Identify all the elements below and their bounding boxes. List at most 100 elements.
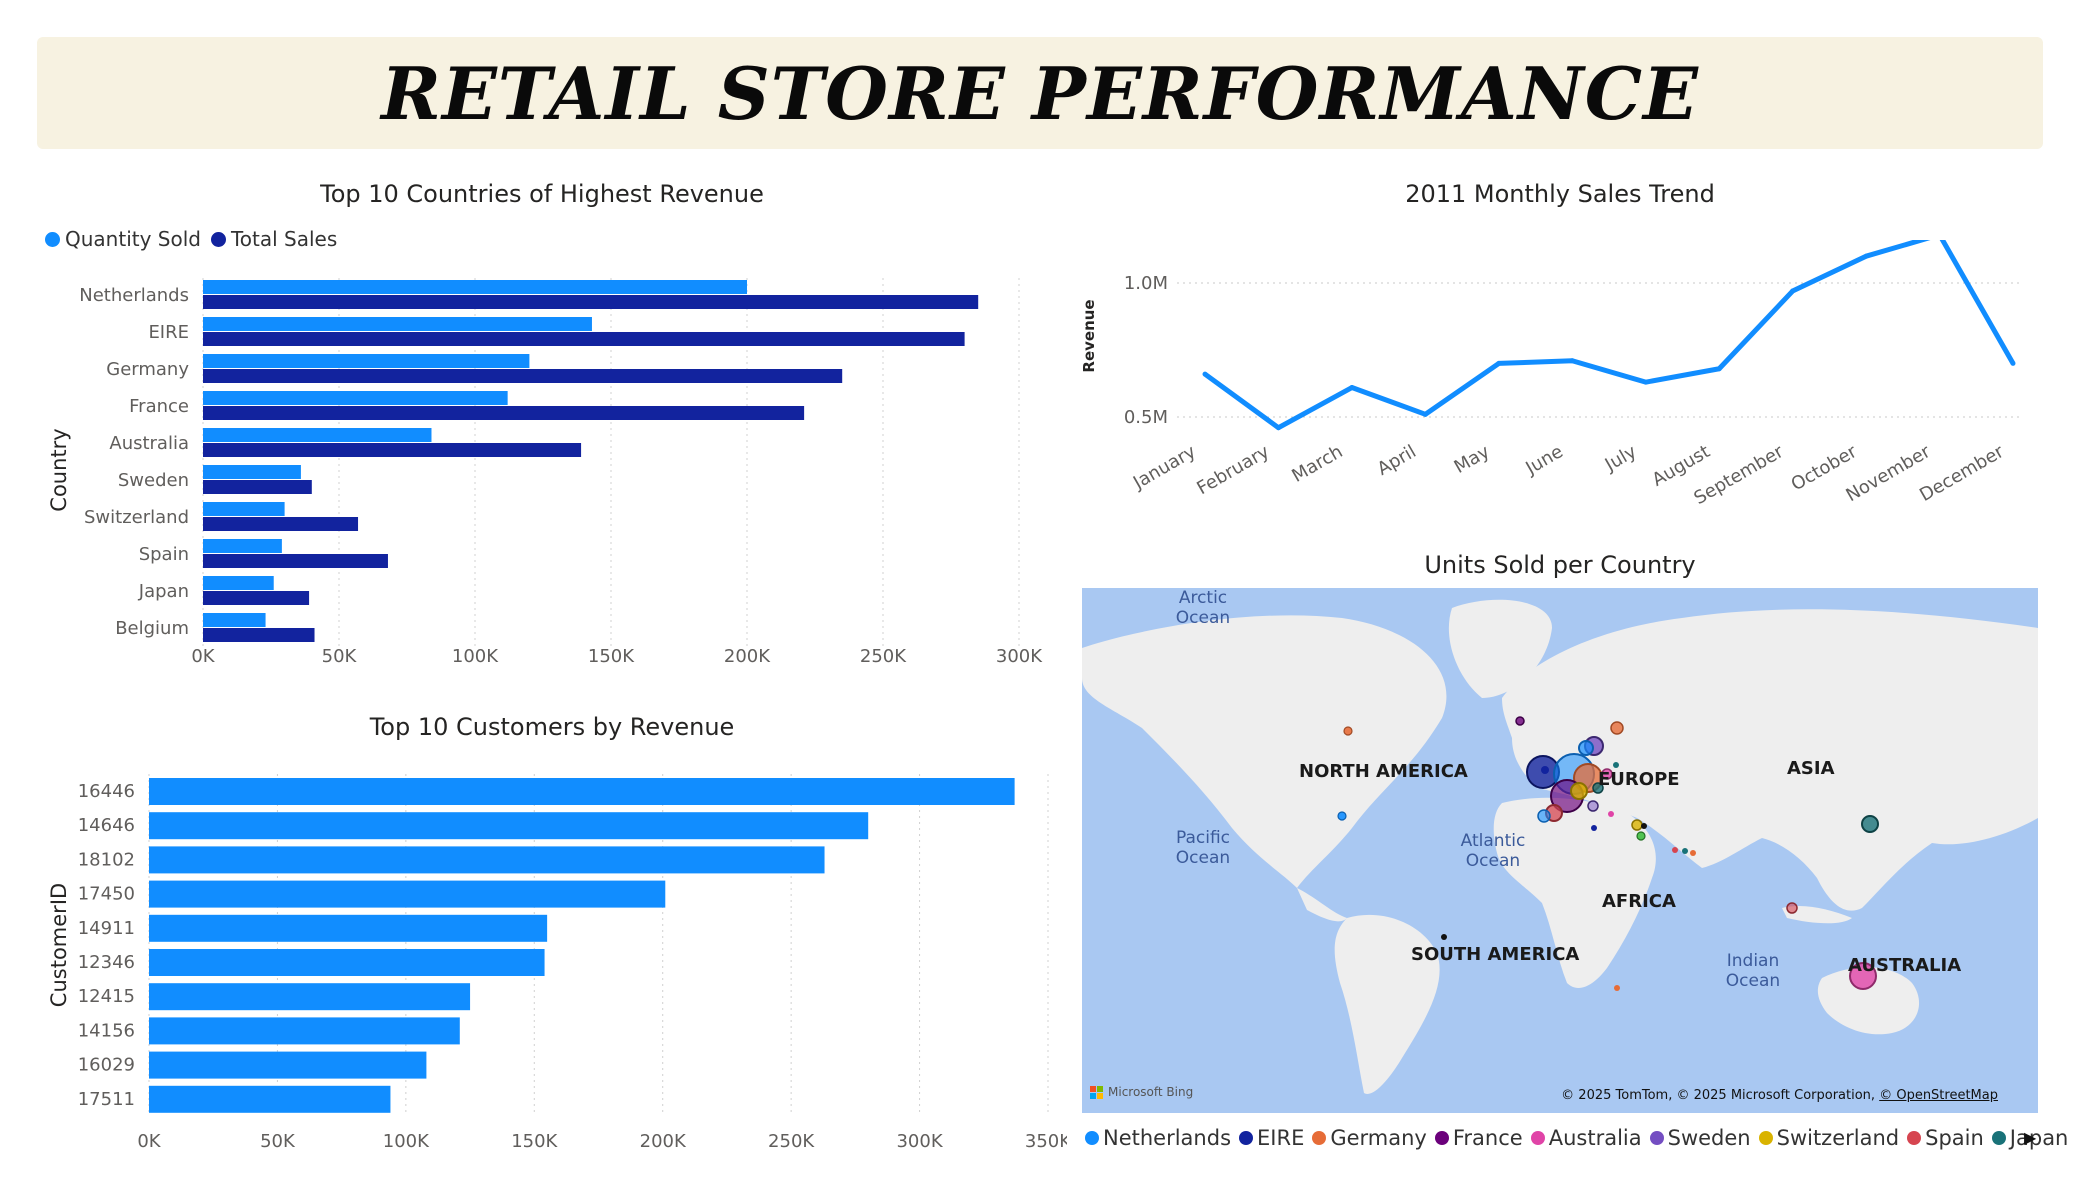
bar-quantity-sold [203,428,432,442]
bubble-austria [1592,782,1604,794]
map-legend-dot [1239,1131,1254,1145]
map-title: Units Sold per Country [1424,551,1696,579]
map-legend-dot [1907,1131,1922,1145]
bubble-greece [1631,819,1643,831]
bubble-rsa [1614,985,1620,991]
legend-item-total-sales[interactable]: Total Sales [210,227,337,251]
bubble-australia [1849,962,1877,990]
customer-bar [149,846,825,874]
x-tick-label: 150K [511,1131,558,1152]
land-north-america [1082,615,1447,888]
map-panel: Units Sold per Country [1082,545,2038,585]
bar-total-sales [203,295,979,309]
x-tick-label: 250K [860,646,907,667]
map-legend-item[interactable]: Japan [1991,1126,2069,1150]
title-banner: RETAIL STORE PERFORMANCE [37,37,2043,149]
bar-total-sales [203,517,359,531]
x-tick-label: 0K [191,646,215,667]
y-tick-label: Australia [109,433,189,454]
customers-chart-panel: Top 10 Customers by Revenue [37,705,1067,1155]
bubble-poland [1601,768,1613,780]
map-attribution-link[interactable]: © OpenStreetMap [1879,1088,1998,1103]
x-tick-label: 200K [640,1131,687,1152]
customer-bar [149,914,548,942]
data-point [1716,366,1722,372]
x-tick-label: 200K [724,646,771,667]
bar-total-sales [203,554,388,568]
bubble-finland [1610,721,1624,735]
bubble-lithuania [1613,762,1619,768]
map-legend-item[interactable]: Australia [1530,1126,1642,1150]
monthly-chart-title: 2011 Monthly Sales Trend [1405,180,1715,208]
map-legend-item[interactable]: Switzerland [1758,1126,1900,1150]
map-legend-dot [1085,1131,1099,1145]
bubble-singapore [1786,902,1798,914]
bubble-uae [1682,848,1688,854]
legend-next-arrow-icon[interactable]: ▶ [2024,1128,2037,1147]
sales-trend-line [1203,240,2016,431]
bubble-norway [1578,740,1594,756]
bubble-lebanon [1608,811,1614,817]
y-tick-label: EIRE [148,322,189,343]
map-legend-item[interactable]: Spain [1907,1126,1984,1150]
y-tick-label: 16029 [78,1055,135,1076]
data-point [1569,358,1575,364]
world-map[interactable]: Arctic Ocean NORTH AMERICA EUROPE ASIA P… [1082,588,2038,1113]
map-legend-item[interactable]: EIRE [1239,1126,1304,1150]
map-legend-label: France [1452,1126,1523,1150]
legend-dot-quantity-sold [45,231,60,247]
y-tick-label: 14156 [78,1020,135,1041]
y-axis-title: CustomerID [47,883,71,1007]
map-legend-item[interactable]: Netherlands [1085,1126,1231,1150]
map-legend-label: Sweden [1667,1126,1751,1150]
data-point [1422,411,1428,417]
monthly-chart-panel: 2011 Monthly Sales Trend [1082,170,2038,540]
x-tick-label: 300K [896,1131,943,1152]
bubble-italy [1587,800,1599,812]
map-legend-label: Switzerland [1776,1126,1900,1150]
countries-chart-title: Top 10 Countries of Highest Revenue [320,180,764,208]
x-tick-label: 350K [1025,1131,1067,1152]
y-tick-label: 16446 [78,781,135,802]
countries-chart-panel: Top 10 Countries of Highest Revenue Quan… [37,170,1047,700]
map-legend-dot [1312,1131,1327,1145]
customer-bar [149,880,666,908]
page-title: RETAIL STORE PERFORMANCE [381,50,1699,136]
x-tick-label: 50K [322,646,358,667]
map-legend-dot [1434,1131,1449,1145]
map-attribution: © 2025 TomTom, © 2025 Microsoft Corporat… [1561,1088,1998,1103]
map-legend-item[interactable]: Germany [1312,1126,1427,1150]
map-legend-dot [1530,1131,1545,1145]
bar-total-sales [203,332,965,346]
bubble-israel [1641,823,1647,829]
microsoft-logo-icon [1090,1086,1103,1099]
customer-bar [149,778,1015,805]
y-tick-label: 14646 [78,815,135,836]
map-legend-item[interactable]: France [1434,1126,1523,1150]
map-label-africa: AFRICA [1602,891,1676,912]
map-legend-label: Japan [2009,1126,2069,1150]
bar-total-sales [203,628,315,642]
map-attribution-text: © 2025 TomTom, © 2025 Microsoft Corporat… [1561,1088,1876,1103]
bar-total-sales [203,591,310,605]
land-indonesia [1782,906,1852,924]
map-label-asia: ASIA [1787,758,1835,779]
land-australia [1817,967,1920,1035]
map-legend-item[interactable]: Sweden [1649,1126,1751,1150]
customer-bar [149,949,545,976]
data-point [1349,385,1355,391]
map-label-europe: EUROPE [1598,769,1680,790]
bubble-japan [1861,815,1879,833]
countries-chart-legend: Quantity Sold Total Sales [45,227,347,251]
map-brand: Microsoft Bing [1108,1085,1194,1099]
data-point [1496,360,1502,366]
x-tick-label: April [1374,441,1420,480]
x-tick-label: January [1129,441,1200,494]
map-legend-label: Australia [1548,1126,1642,1150]
map-legend: Netherlands EIRE Germany France Australia Swe… [1085,1126,2075,1150]
customer-bar [149,1051,427,1079]
legend-item-quantity-sold[interactable]: Quantity Sold [45,227,201,251]
y-tick-label: Sweden [118,470,189,491]
y-tick-label: 1.0M [1124,273,1168,294]
